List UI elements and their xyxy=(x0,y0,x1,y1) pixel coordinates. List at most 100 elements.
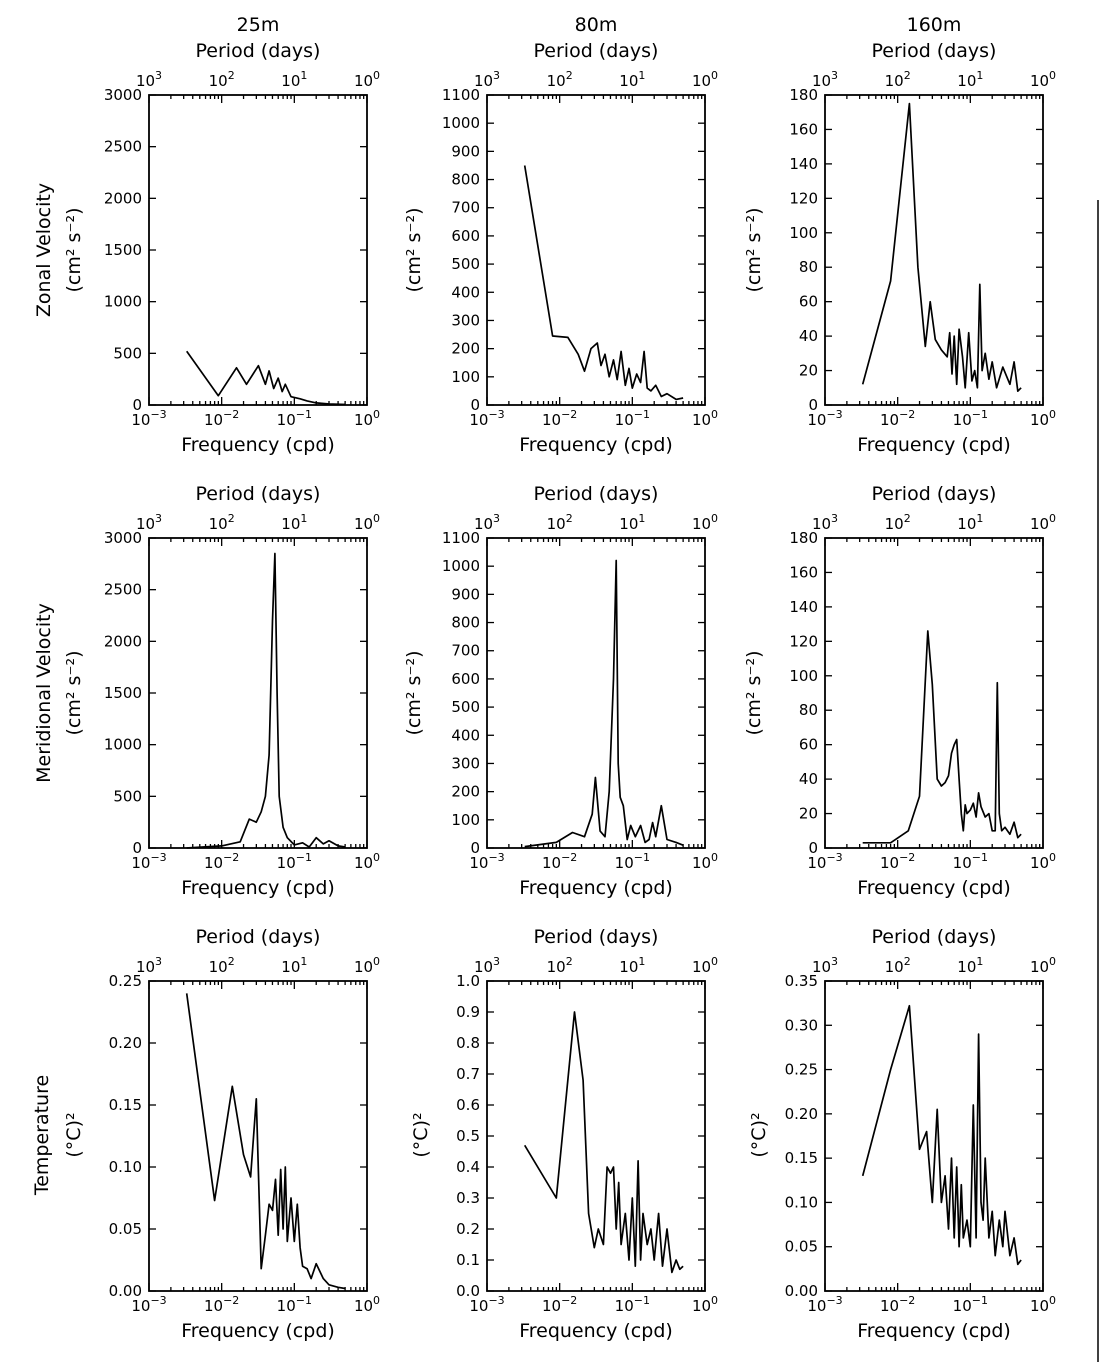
x2-tick-label: 101 xyxy=(957,955,983,976)
y-tick-label: 400 xyxy=(451,283,480,301)
y-tick-label: 800 xyxy=(451,614,480,632)
plot-frame xyxy=(486,94,706,406)
depth-header-160m: 160m xyxy=(907,14,962,36)
x-tick-label: 10−3 xyxy=(807,1294,842,1315)
x-axis-label: Frequency (cpd) xyxy=(181,1320,335,1342)
y-tick-label: 0.15 xyxy=(785,1149,818,1167)
x2-tick-label: 101 xyxy=(619,955,645,976)
x2-tick-label: 103 xyxy=(136,512,162,533)
y-tick-label: 400 xyxy=(451,726,480,744)
x2-tick-label: 100 xyxy=(354,69,380,90)
y-tick-label: 20 xyxy=(799,362,818,380)
unit-label-r2-c1: (°C)² xyxy=(410,1112,432,1157)
y-tick-label: 0.2 xyxy=(456,1220,480,1238)
x2-axis-label: Period (days) xyxy=(534,483,659,505)
x-tick-label: 10−2 xyxy=(880,408,915,429)
y-tick-label: 0 xyxy=(470,396,480,414)
y-tick-label: 0.25 xyxy=(109,972,142,990)
x2-tick-label: 102 xyxy=(547,512,573,533)
y-tick-label: 0.10 xyxy=(785,1193,818,1211)
y-tick-label: 2000 xyxy=(104,632,142,650)
y-tick-label: 1000 xyxy=(442,557,480,575)
y-tick-label: 140 xyxy=(789,155,818,173)
y-tick-label: 1000 xyxy=(104,293,142,311)
row-unit-temperature: (°C)² xyxy=(63,1112,85,1157)
x-tick-label: 10−1 xyxy=(277,851,312,872)
y-tick-label: 3000 xyxy=(104,529,142,547)
y-tick-label: 1100 xyxy=(442,86,480,104)
x-tick-label: 10−3 xyxy=(131,1294,166,1315)
x2-axis-label: Period (days) xyxy=(534,40,659,62)
depth-header-80m: 80m xyxy=(575,14,618,36)
y-tick-label: 3000 xyxy=(104,86,142,104)
x2-tick-label: 100 xyxy=(1030,69,1056,90)
panel-0-1: 10−310310−210210−11011001000100200300400… xyxy=(442,40,718,456)
panel-2-2: 10−3 103 10−2 102 10−1 101 100 100 0.00 0.05 0.10 0… xyxy=(785,926,1056,1342)
unit-label-r2-c2: (°C)² xyxy=(748,1112,770,1157)
panel-0-2: 10−3 103 10−2 102 10−1 101 100 100 0 20 40 60 80 100 1… xyxy=(789,40,1056,456)
x-tick-label: 100 xyxy=(1030,1294,1056,1315)
y-tick-label: 0 xyxy=(808,839,818,857)
x-tick-label: 10−3 xyxy=(469,1294,504,1315)
x2-tick-label: 101 xyxy=(281,955,307,976)
y-tick-label: 140 xyxy=(789,598,818,616)
x-tick-label: 100 xyxy=(692,408,718,429)
y-tick-label: 800 xyxy=(451,171,480,189)
x2-tick-label: 103 xyxy=(136,69,162,90)
spectrum-line-0-2 xyxy=(861,102,1022,393)
x2-tick-label: 100 xyxy=(692,512,718,533)
panel-1-0: 10−310310−210210−11011001000500100015002… xyxy=(104,483,380,899)
spectrum-line-2-1 xyxy=(523,1011,684,1274)
x-axis-label: Frequency (cpd) xyxy=(519,877,673,899)
x2-axis-label: Period (days) xyxy=(534,926,659,948)
x2-tick-label: 100 xyxy=(1030,955,1056,976)
y-tick-label: 1000 xyxy=(104,736,142,754)
y-tick-label: 0.7 xyxy=(456,1065,480,1083)
x2-tick-label: 100 xyxy=(354,512,380,533)
x-tick-label: 10−3 xyxy=(131,851,166,872)
panels-group: 10−310310−210210−11011001000500100015002… xyxy=(104,40,1056,1342)
y-tick-label: 1500 xyxy=(104,684,142,702)
y-tick-label: 0.5 xyxy=(456,1127,480,1145)
y-tick-label: 120 xyxy=(789,189,818,207)
y-tick-label: 0.20 xyxy=(109,1034,142,1052)
x2-tick-label: 102 xyxy=(209,69,235,90)
x-tick-label: 10−2 xyxy=(204,408,239,429)
x-tick-label: 10−2 xyxy=(204,1294,239,1315)
x2-tick-label: 102 xyxy=(209,512,235,533)
x-axis-label: Frequency (cpd) xyxy=(181,877,335,899)
x2-axis-label: Period (days) xyxy=(196,926,321,948)
x-tick-label: 10−1 xyxy=(953,851,988,872)
y-tick-label: 700 xyxy=(451,642,480,660)
x2-tick-label: 103 xyxy=(812,69,838,90)
y-tick-label: 1000 xyxy=(442,114,480,132)
y-tick-label: 0.0 xyxy=(456,1282,480,1300)
y-tick-label: 0 xyxy=(132,396,142,414)
y-tick-label: 180 xyxy=(789,86,818,104)
y-tick-label: 60 xyxy=(799,736,818,754)
y-tick-label: 0.30 xyxy=(785,1016,818,1034)
y-tick-label: 300 xyxy=(451,311,480,329)
plot-frame xyxy=(148,537,368,849)
x2-tick-label: 100 xyxy=(1030,512,1056,533)
x2-axis-label: Period (days) xyxy=(872,483,997,505)
x-axis-label: Frequency (cpd) xyxy=(181,434,335,456)
y-tick-label: 700 xyxy=(451,199,480,217)
x-tick-label: 10−1 xyxy=(615,1294,650,1315)
x2-tick-label: 102 xyxy=(885,512,911,533)
x2-tick-label: 101 xyxy=(957,69,983,90)
y-tick-label: 0.4 xyxy=(456,1158,480,1176)
plot-frame xyxy=(148,94,368,406)
x2-axis-label: Period (days) xyxy=(872,40,997,62)
row-label-zonal: Zonal Velocity xyxy=(33,183,55,317)
unit-label-r1-c1: (cm² s⁻²) xyxy=(403,651,425,736)
y-tick-label: 2500 xyxy=(104,138,142,156)
y-tick-label: 0.20 xyxy=(785,1105,818,1123)
y-tick-label: 900 xyxy=(451,585,480,603)
row-label-meridional: Meridional Velocity xyxy=(33,603,55,783)
y-tick-label: 1100 xyxy=(442,529,480,547)
unit-label-r0-c2: (cm² s⁻²) xyxy=(743,208,765,293)
unit-label-r1-c2: (cm² s⁻²) xyxy=(743,651,765,736)
x-axis-label: Frequency (cpd) xyxy=(519,434,673,456)
